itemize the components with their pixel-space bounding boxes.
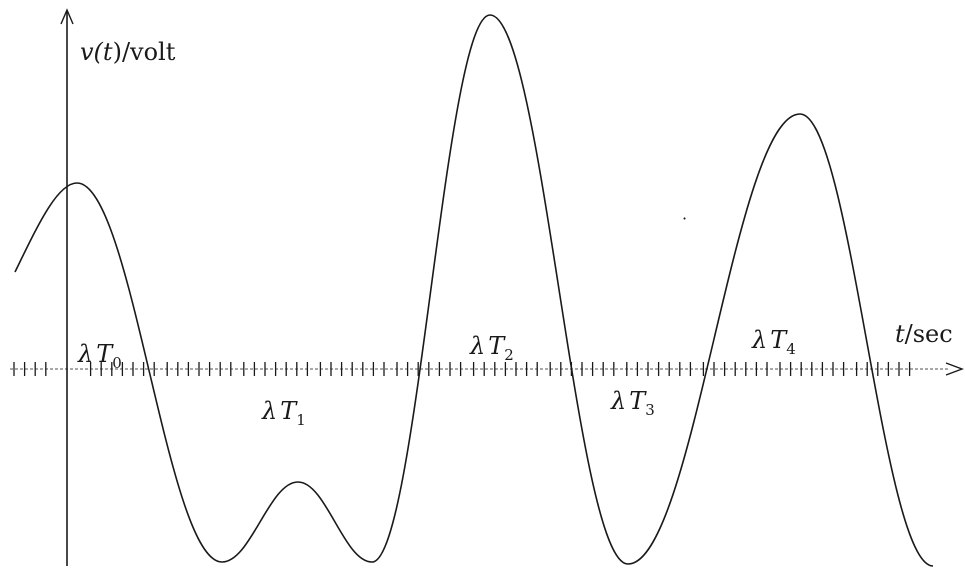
interval-label-t2: λ T2 bbox=[469, 332, 514, 364]
interval-label-t1: λ T1 bbox=[261, 397, 306, 429]
stray-mark: · bbox=[682, 209, 687, 228]
y-axis-arrowhead bbox=[60, 8, 74, 25]
x-axis-arrowhead bbox=[945, 362, 964, 376]
x-axis-label: t/sec bbox=[895, 320, 953, 348]
y-axis-label: v(t)/volt bbox=[80, 38, 176, 66]
x-axis-tick-marks bbox=[13, 362, 911, 376]
interval-label-t3: λ T3 bbox=[610, 387, 655, 419]
signal-curve bbox=[14, 14, 934, 567]
interval-label-t0: λ T0 bbox=[77, 340, 122, 372]
interval-label-t4: λ T4 bbox=[751, 326, 796, 358]
